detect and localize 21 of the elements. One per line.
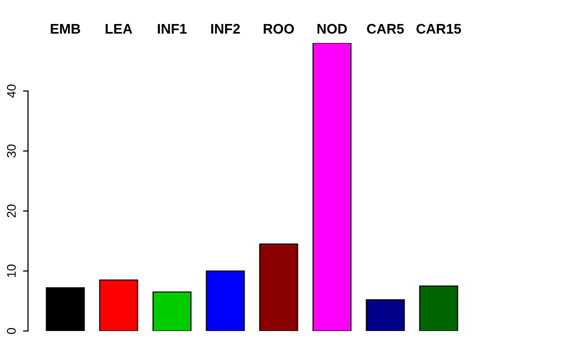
y-tick-label: 0 — [6, 328, 16, 334]
x-tick-label: CAR5 — [366, 24, 404, 34]
bar — [46, 287, 85, 331]
bar — [206, 270, 245, 331]
y-tick-label: 40 — [6, 84, 16, 98]
y-tick-label: 20 — [6, 204, 16, 218]
y-tick-label: 30 — [6, 144, 16, 158]
x-tick-label: LEA — [106, 24, 132, 34]
y-tick-label: 10 — [6, 264, 16, 277]
bar — [366, 299, 405, 331]
bar — [152, 291, 192, 331]
bar — [312, 43, 352, 331]
x-tick-label: INF2 — [211, 24, 240, 34]
x-tick-label: ROO — [264, 24, 294, 34]
bar — [99, 279, 138, 331]
x-tick-label: CAR15 — [416, 24, 462, 34]
x-tick-label: NOD — [317, 24, 347, 34]
bar — [259, 243, 298, 331]
x-tick-label: INF1 — [158, 24, 187, 34]
x-tick-label: EMB — [50, 24, 80, 34]
bar — [419, 285, 458, 331]
